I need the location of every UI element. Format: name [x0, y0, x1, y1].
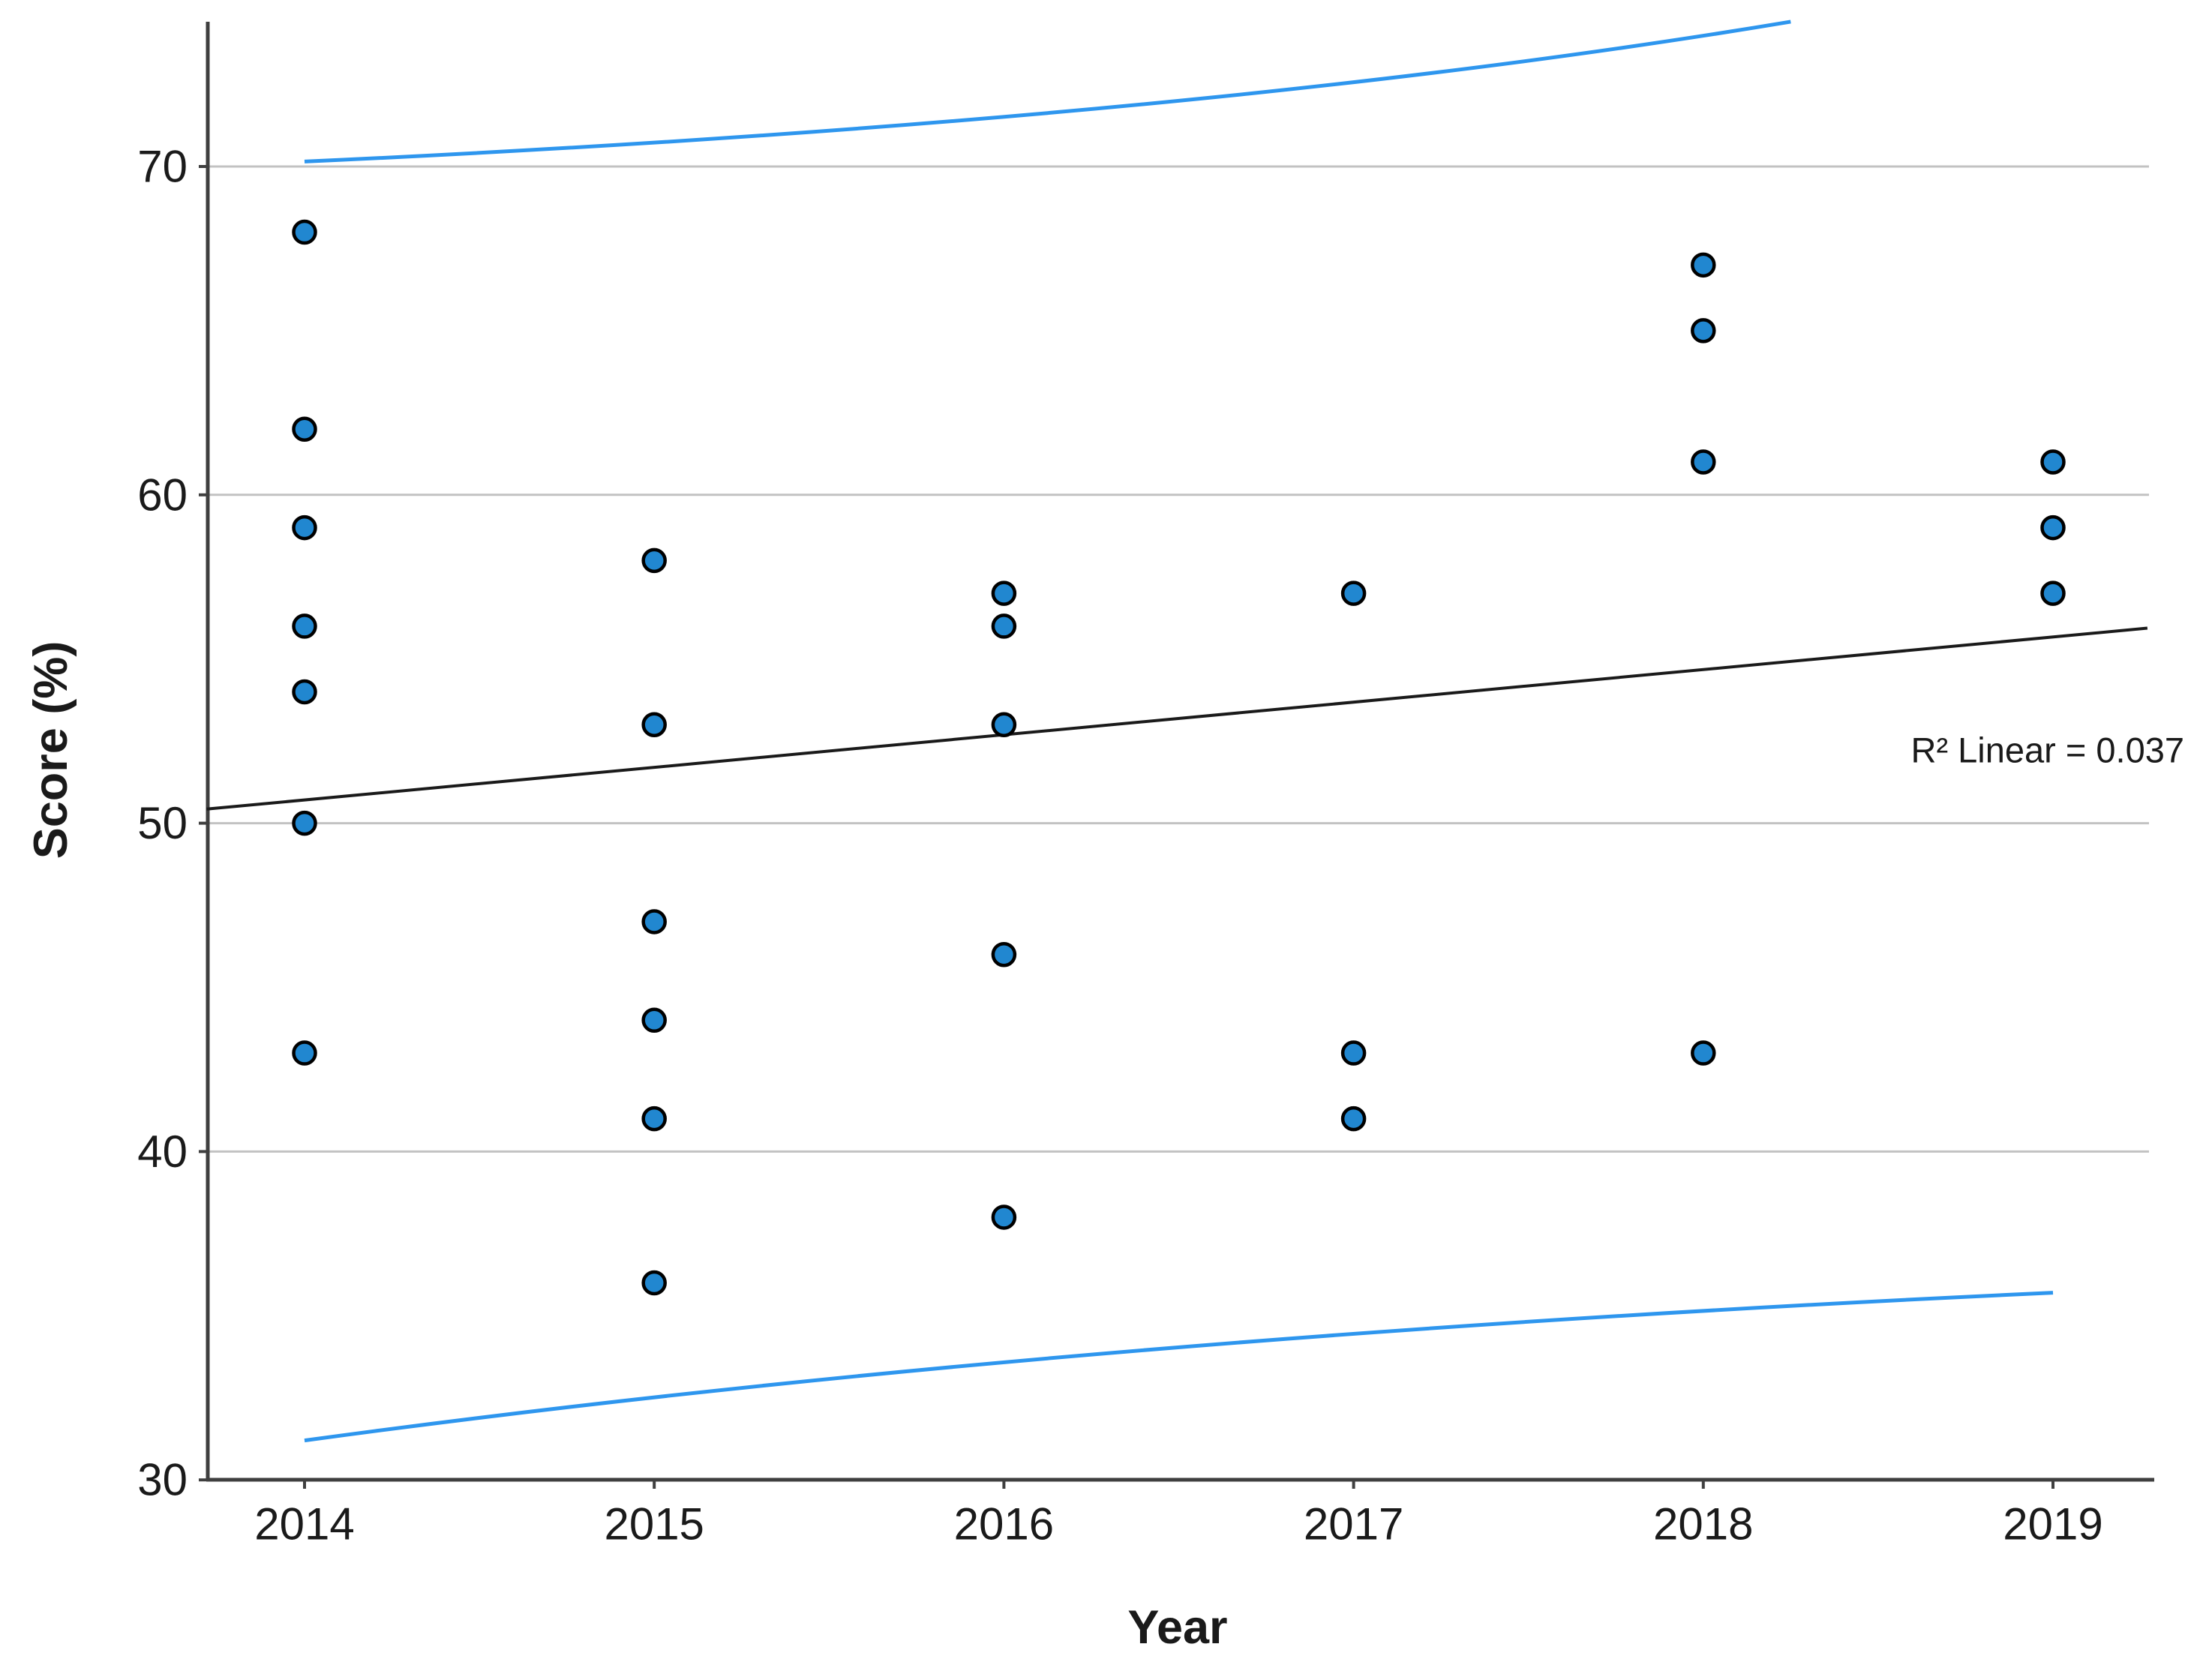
data-point — [1691, 449, 1716, 475]
data-point — [641, 1106, 667, 1132]
x-axis-title: Year — [1127, 1601, 1227, 1654]
x-tick-label: 2014 — [254, 1499, 354, 1550]
data-point — [641, 1270, 667, 1296]
y-axis-title: Score (%) — [25, 641, 77, 860]
ci-upper-curve — [304, 20, 1791, 164]
data-point — [641, 712, 667, 738]
data-point — [991, 614, 1017, 639]
ci-lower-curve — [304, 1291, 2054, 1443]
gridlines-layer — [208, 165, 2149, 1153]
data-point — [641, 909, 667, 934]
data-point — [1340, 580, 1367, 606]
data-points-layer — [292, 219, 2066, 1296]
axes-layer — [199, 22, 2154, 1489]
y-tick-label: 30 — [137, 1455, 188, 1505]
x-tick-label: 2015 — [604, 1499, 704, 1550]
x-tick-label: 2019 — [2003, 1499, 2102, 1550]
data-point — [292, 219, 317, 245]
data-point — [292, 514, 317, 541]
fit-line-layer — [206, 626, 2148, 811]
y-tick-label: 40 — [137, 1126, 188, 1177]
data-point — [2040, 449, 2066, 475]
confidence-interval-layer — [304, 20, 2054, 1443]
y-tick-label: 60 — [137, 470, 188, 520]
data-point — [991, 580, 1017, 606]
y-tick-label: 50 — [137, 798, 188, 848]
data-point — [2040, 580, 2066, 606]
data-point — [641, 1007, 667, 1034]
data-point — [641, 548, 667, 574]
data-point — [1691, 252, 1716, 278]
data-point — [292, 416, 317, 442]
data-point — [1340, 1040, 1367, 1066]
data-point — [292, 679, 317, 705]
tick-labels-layer: 30 40 50 60 70 2014 2015 2016 2017 2018 2019 — [137, 142, 2102, 1550]
data-point — [1691, 318, 1716, 344]
data-point — [292, 1040, 317, 1066]
data-point — [292, 614, 317, 639]
data-point — [1691, 1040, 1716, 1066]
data-point — [292, 810, 317, 836]
x-tick-label: 2017 — [1304, 1499, 1403, 1550]
data-point — [1340, 1106, 1367, 1132]
r-squared-annotation: R² Linear = 0.037 — [1911, 730, 2184, 770]
x-tick-label: 2016 — [954, 1499, 1054, 1550]
regression-line — [206, 626, 2148, 811]
data-point — [2040, 514, 2066, 541]
data-point — [991, 712, 1017, 738]
x-tick-label: 2018 — [1653, 1499, 1753, 1550]
data-point — [991, 941, 1017, 968]
y-tick-label: 70 — [137, 142, 188, 192]
data-point — [991, 1204, 1017, 1230]
